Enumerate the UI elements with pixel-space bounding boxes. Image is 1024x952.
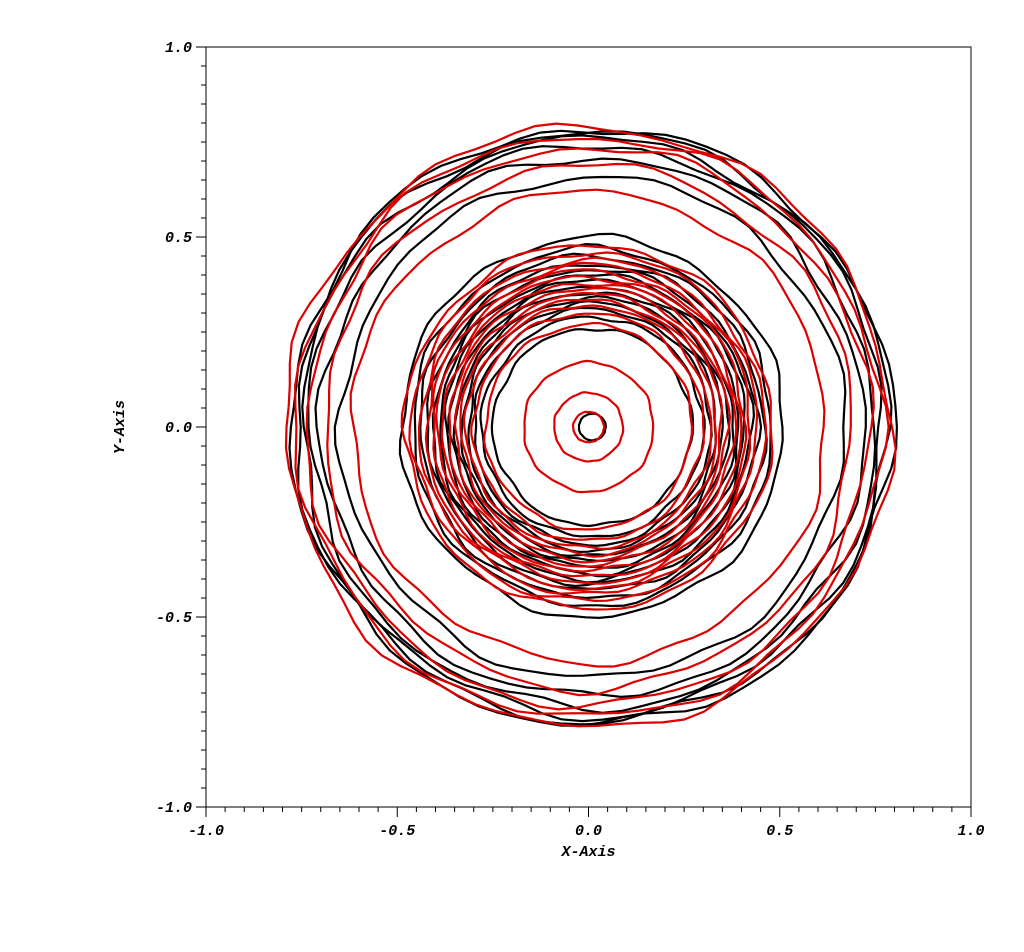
contour-line bbox=[462, 304, 713, 551]
contour-line bbox=[571, 410, 606, 444]
contour-line bbox=[483, 322, 694, 531]
y-tick-labels: -1.0 -0.5 0.0 0.5 1.0 bbox=[156, 40, 192, 817]
axis-ticks bbox=[196, 46, 972, 817]
y-tick-label: -0.5 bbox=[156, 610, 192, 627]
contour-line bbox=[314, 157, 867, 699]
contour-line bbox=[326, 162, 852, 697]
contour-line bbox=[553, 391, 625, 463]
contour-line bbox=[284, 122, 897, 728]
contour-line bbox=[293, 138, 890, 715]
x-tick-label: -0.5 bbox=[379, 823, 415, 840]
contour-line bbox=[470, 312, 705, 541]
contour-line bbox=[349, 188, 826, 668]
x-tick-label: 1.0 bbox=[957, 823, 984, 840]
contour-line bbox=[459, 298, 718, 558]
contour-line bbox=[447, 285, 736, 569]
contour-line bbox=[400, 244, 774, 611]
contour-line bbox=[473, 306, 713, 547]
y-tick-label: 0.5 bbox=[165, 230, 192, 247]
contour-lines bbox=[284, 122, 899, 728]
x-axis-title: X-Axis bbox=[560, 844, 615, 861]
contour-line bbox=[305, 147, 875, 711]
contour-line bbox=[333, 175, 847, 677]
contour-line bbox=[418, 256, 759, 595]
contour-line bbox=[408, 251, 768, 603]
x-tick-labels: -1.0 -0.5 0.0 0.5 1.0 bbox=[188, 823, 985, 840]
x-tick-label: 0.5 bbox=[766, 823, 793, 840]
y-axis-title: Y-Axis bbox=[112, 400, 129, 454]
contour-line bbox=[419, 252, 768, 600]
contour-line bbox=[301, 134, 883, 723]
contour-line bbox=[523, 359, 655, 494]
contour-line bbox=[435, 275, 743, 578]
contour-line bbox=[440, 282, 738, 573]
y-tick-label: -1.0 bbox=[156, 800, 192, 817]
contour-line bbox=[413, 242, 772, 608]
contour-line bbox=[431, 269, 756, 588]
contour-line bbox=[453, 291, 724, 564]
x-tick-label: 0.0 bbox=[575, 823, 602, 840]
contour-line bbox=[307, 145, 877, 714]
x-tick-label: -1.0 bbox=[188, 823, 224, 840]
y-tick-label: 1.0 bbox=[165, 40, 192, 57]
contour-line bbox=[424, 261, 752, 592]
y-tick-label: 0.0 bbox=[165, 420, 192, 437]
contour-line bbox=[448, 286, 732, 568]
contour-line bbox=[432, 268, 748, 585]
contour-line bbox=[460, 294, 724, 558]
